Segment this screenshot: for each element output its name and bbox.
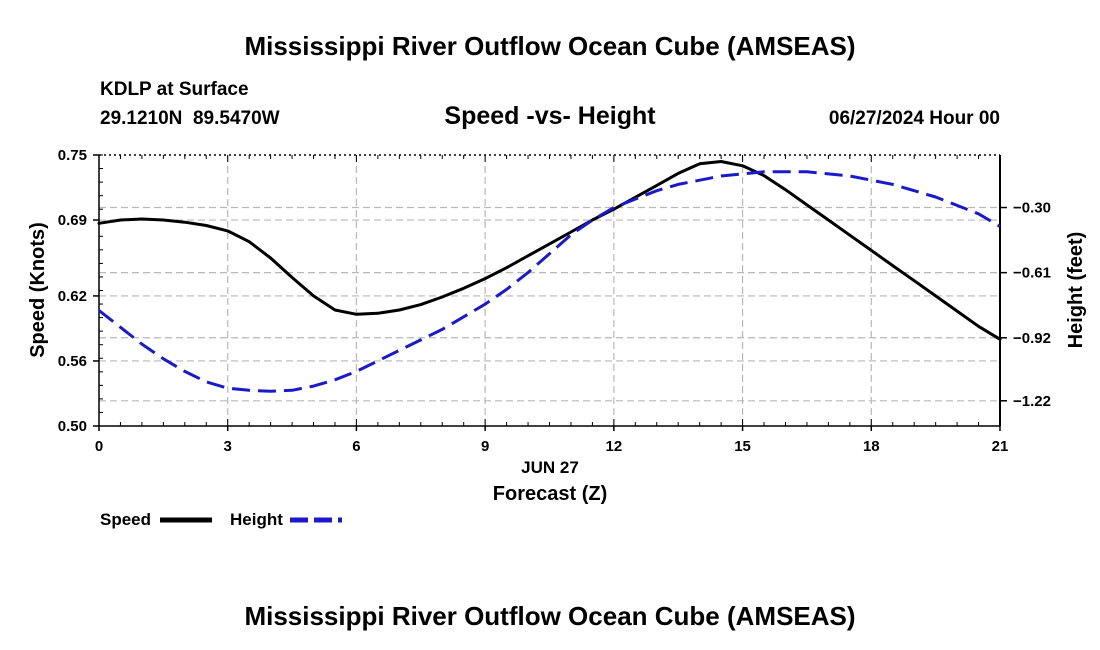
series-line-speed (97, 160, 1002, 341)
x-axis-label: Forecast (Z) (493, 483, 607, 505)
y-right-tick-label-0: −0.30 (1013, 200, 1051, 217)
chart-subtitle: Speed -vs- Height (444, 102, 656, 130)
footer-title: Mississippi River Outflow Ocean Cube (AM… (244, 601, 855, 631)
y-right-tick-label-1: −0.61 (1013, 265, 1051, 282)
station-label: KDLP at Surface (100, 79, 249, 100)
legend-height-label: Height (230, 510, 283, 529)
x-tick-label-6: 6 (352, 438, 360, 455)
x-axis-date-label: JUN 27 (521, 458, 579, 477)
x-tick-label-0: 0 (95, 438, 103, 455)
x-tick-label-21: 21 (992, 438, 1009, 455)
x-tick-label-15: 15 (734, 438, 751, 455)
y-left-tick-label-1: 0.56 (58, 353, 87, 370)
axis-ticks: 0 3 6 9 12 15 18 21 0.50 0.56 0.62 0.69 0.75 −0.30 −0.… (58, 147, 1051, 455)
grid-lines (99, 155, 1000, 426)
y-axis-right-label: Height (feet) (1065, 232, 1087, 349)
y-axis-left-label: Speed (Knots) (27, 222, 49, 358)
legend-speed-label: Speed (100, 510, 151, 529)
y-left-tick-label-4: 0.75 (58, 147, 87, 164)
chart-main-title: Mississippi River Outflow Ocean Cube (AM… (244, 31, 855, 61)
x-tick-label-18: 18 (863, 438, 880, 455)
x-tick-label-9: 9 (481, 438, 489, 455)
x-tick-label-3: 3 (224, 438, 232, 455)
y-right-tick-label-2: −0.92 (1013, 330, 1051, 347)
y-left-tick-label-2: 0.62 (58, 288, 87, 305)
location-label: 29.1210N 89.5470W (100, 108, 280, 129)
y-right-tick-label-3: −1.22 (1013, 393, 1051, 410)
x-tick-label-12: 12 (606, 438, 623, 455)
legend: Speed Height (100, 510, 342, 529)
y-left-tick-label-3: 0.69 (58, 212, 87, 229)
y-left-tick-label-0: 0.50 (58, 418, 87, 435)
chart-series (97, 160, 1002, 393)
series-line-height (98, 170, 1001, 393)
forecast-datetime: 06/27/2024 Hour 00 (829, 108, 1000, 129)
